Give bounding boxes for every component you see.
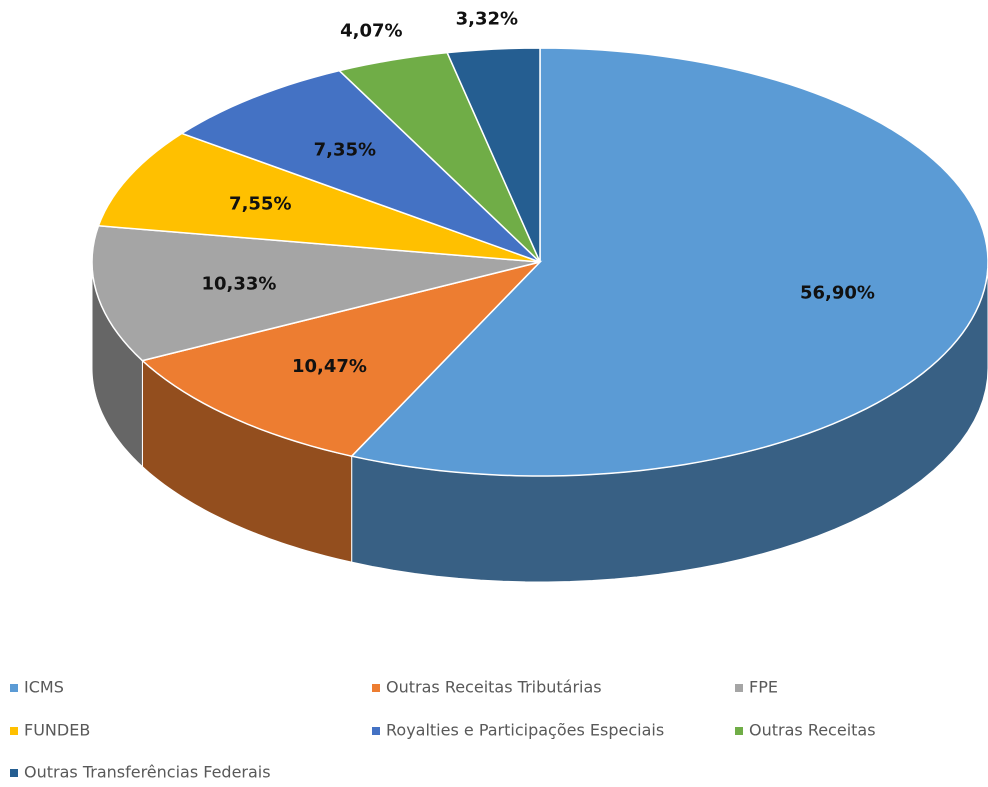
legend-label: Royalties e Participações Especiais: [386, 721, 664, 740]
data-label: 3,32%: [456, 8, 518, 29]
legend-swatch: [735, 684, 743, 692]
legend-label: Outras Receitas: [749, 721, 876, 740]
legend-swatch: [10, 727, 18, 735]
slice: [91, 224, 541, 362]
legend-label: ICMS: [24, 678, 64, 697]
data-label: 4,07%: [340, 21, 402, 42]
slice: [180, 69, 541, 263]
data-label: 7,55%: [229, 193, 291, 214]
slice: [446, 47, 541, 263]
legend-label: FUNDEB: [24, 721, 90, 740]
legend-swatch: [372, 684, 380, 692]
legend-swatch: [372, 727, 380, 735]
legend-swatch: [10, 769, 18, 777]
slice: [337, 51, 541, 263]
slice: [97, 132, 541, 263]
data-label: 10,47%: [292, 356, 367, 377]
data-label: 10,33%: [201, 273, 276, 294]
data-label: 56,90%: [800, 282, 875, 303]
slice: [350, 47, 988, 477]
legend-swatch: [10, 684, 18, 692]
legend-label: FPE: [749, 678, 778, 697]
legend-label: Outras Receitas Tributárias: [386, 678, 602, 697]
slice: [140, 260, 543, 457]
legend-swatch: [735, 727, 743, 735]
legend-label: Outras Transferências Federais: [24, 763, 271, 782]
data-label: 7,35%: [314, 139, 376, 160]
